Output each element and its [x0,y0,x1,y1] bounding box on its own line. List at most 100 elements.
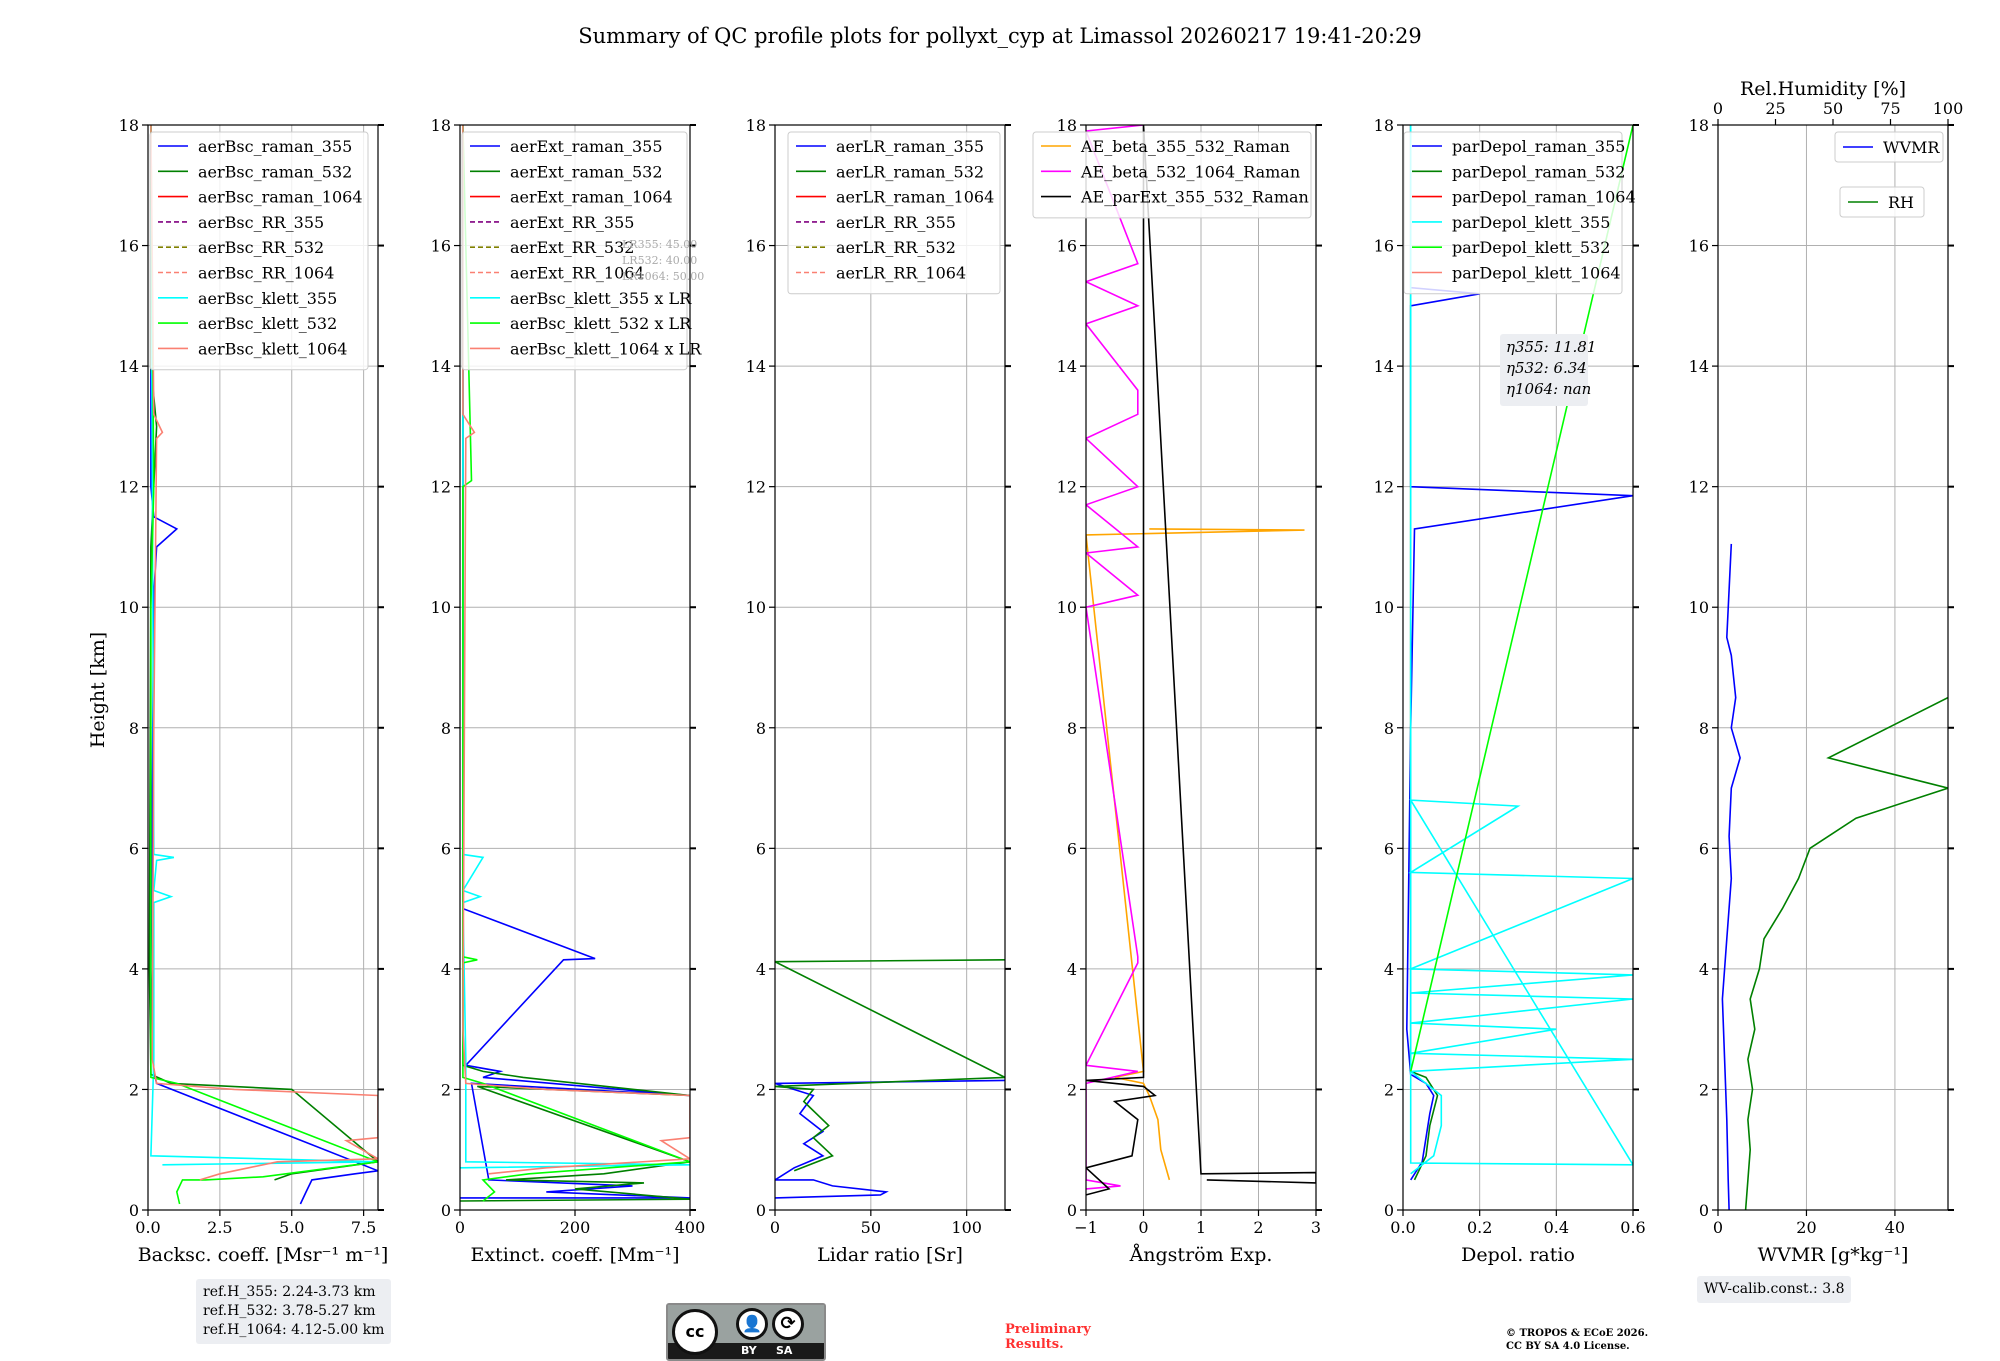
legend-entry: aerBsc_klett_1064 [198,339,347,358]
x-tick-label: −1 [1074,1218,1098,1237]
wv-calibration-box: WV-calib.const.: 3.8 [1697,1276,1852,1303]
eta-box [1500,334,1588,406]
y-tick-label: 16 [1057,237,1077,256]
y-tick-label: 2 [441,1080,451,1099]
ref-height-1064: ref.H_1064: 4.12-5.00 km [203,1322,385,1338]
panel-lidar_ratio: 0 2 4 6 8 10 12 14 16 18 0 50 100 Lidar ratio [Sr] aer… [746,116,1011,1266]
legend-entry: aerLR_RR_1064 [836,264,966,283]
x-axis-label: Depol. ratio [1461,1244,1575,1266]
x-tick-label: 20 [1796,1218,1816,1237]
y-tick-label: 0 [441,1201,451,1220]
legend-extinction: aerExt_raman_355 aerExt_raman_532 aerExt_r… [461,131,702,371]
lidar-ratio-label: LR355: 45.00 [622,238,697,251]
legend-entry: aerExt_raman_355 [510,137,663,156]
figure-title: Summary of QC profile plots for pollyxt_… [578,24,1422,48]
lidar-ratio-label: LR532: 40.00 [622,254,697,267]
x-tick-label: 0.6 [1620,1218,1645,1237]
legend-entry: parDepol_klett_532 [1452,238,1610,257]
y-tick-label: 8 [441,719,451,738]
y-tick-label: 4 [1384,960,1394,979]
legend-frame [787,131,1001,295]
y-tick-label: 16 [119,237,139,256]
legend-entry: aerExt_raman_1064 [510,188,673,207]
series-aerBsc_klett_532 x LR [462,125,690,1202]
x-tick-label: 0 [455,1218,465,1237]
series-parDepol_klett_355 [1408,125,1633,1175]
top-x-tick-label: 25 [1765,99,1785,118]
y-tick-label: 10 [431,598,451,617]
legend-entry: aerLR_raman_532 [836,162,984,181]
y-tick-label: 6 [129,839,139,858]
x-tick-label: 0.0 [135,1218,160,1237]
sa-share-alike-icon: ⟳ [772,1308,804,1340]
top-x-tick-label: 75 [1880,99,1900,118]
series-AE_parExt_355_532_Raman [1086,125,1316,1196]
eta-value: η1064: nan [1506,380,1591,398]
x-tick-label: 400 [675,1218,706,1237]
y-tick-label: 6 [441,839,451,858]
y-tick-label: 6 [1067,839,1077,858]
y-tick-label: 4 [1699,960,1709,979]
series-aerBsc_klett_1064 [150,125,378,1181]
plot-frame [774,124,1006,1211]
y-tick-label: 8 [1699,719,1709,738]
legend-entry: aerBsc_klett_355 [198,289,337,308]
series-RH [1744,696,1948,1210]
y-tick-label: 4 [1067,960,1077,979]
y-tick-label: 8 [1384,719,1394,738]
legend-entry: aerBsc_raman_1064 [198,188,363,207]
y-tick-label: 2 [1699,1080,1709,1099]
series-aerLR_raman_532 [775,959,1005,1172]
x-tick-label: 40 [1885,1218,1905,1237]
y-tick-label: 18 [431,116,451,135]
y-tick-label: 12 [431,478,451,497]
eta-value: η355: 11.81 [1506,338,1596,356]
top-axis-label: Rel.Humidity [%] [1740,78,1906,100]
x-tick-label: 3 [1311,1218,1321,1237]
y-tick-label: 10 [1057,598,1077,617]
legend-entry: parDepol_raman_532 [1452,162,1625,181]
reference-height-box: ref.H_355: 2.24-3.73 km ref.H_532: 3.78-… [196,1279,392,1344]
legend-entry: parDepol_raman_355 [1452,137,1625,156]
legend-entry: aerBsc_klett_532 [198,314,337,333]
legend-frame [1834,131,1944,163]
legend-entry: aerBsc_RR_532 [198,238,324,257]
legend-entry: aerExt_RR_355 [510,213,634,232]
y-tick-label: 10 [119,598,139,617]
y-tick-label: 8 [1067,719,1077,738]
series-aerLR_raman_355 [775,1079,1005,1199]
x-axis-label: Backsc. coeff. [Msr⁻¹ m⁻¹] [138,1244,389,1266]
y-tick-label: 14 [1689,357,1709,376]
x-tick-label: 7.5 [351,1218,376,1237]
wv-calib-const: WV-calib.const.: 3.8 [1704,1281,1845,1297]
x-tick-label: 0.4 [1544,1218,1569,1237]
cc-logo-icon: cc [672,1309,718,1355]
x-tick-label: 0 [1138,1218,1148,1237]
top-x-tick-label: 50 [1823,99,1843,118]
y-tick-label: 18 [746,116,766,135]
y-tick-label: 18 [1374,116,1394,135]
x-axis-label: Ångström Exp. [1129,1244,1273,1266]
y-tick-label: 8 [756,719,766,738]
legend-entry: WVMR [1883,138,1940,157]
y-tick-label: 16 [431,237,451,256]
legend-frame [1403,131,1623,295]
series-aerBsc_klett_532 [150,125,378,1205]
y-tick-label: 14 [1374,357,1394,376]
y-tick-label: 14 [119,357,139,376]
top-x-tick-label: 100 [1933,99,1964,118]
y-tick-label: 18 [119,116,139,135]
y-tick-label: 2 [756,1080,766,1099]
legend-entry: aerBsc_raman_532 [198,162,352,181]
legend-depol: parDepol_raman_355 parDepol_raman_532 parD… [1403,131,1636,295]
y-tick-label: 4 [441,960,451,979]
series-parDepol_raman_355 [1405,125,1633,1181]
eta-value: η532: 6.34 [1506,359,1587,377]
y-tick-label: 0 [756,1201,766,1220]
y-tick-label: 12 [1374,478,1394,497]
y-tick-label: 6 [756,839,766,858]
series-aerBsc_klett_1064 x LR [462,125,690,1175]
